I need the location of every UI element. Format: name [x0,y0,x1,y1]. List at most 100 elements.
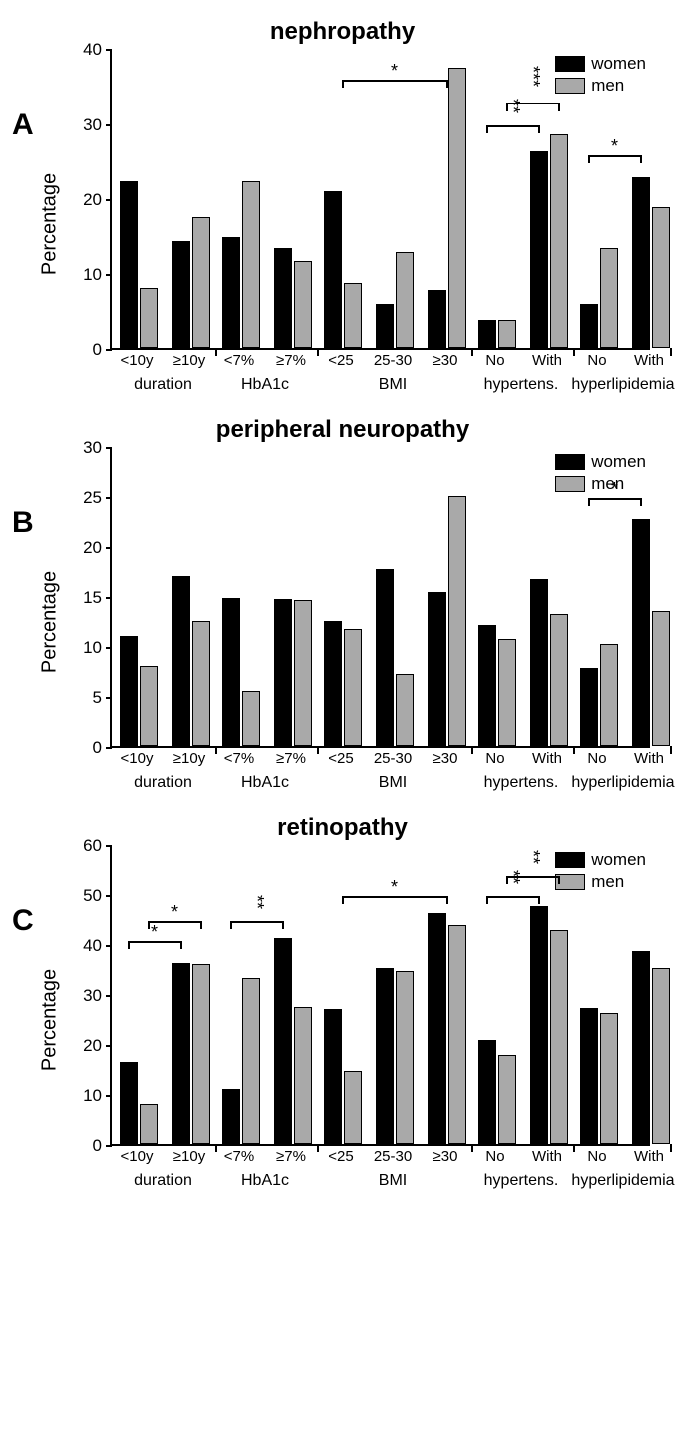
x-category-label: <25 [328,1148,353,1165]
x-category-label: <10y [121,750,154,767]
legend-row-women: women [555,54,646,74]
x-category-label: ≥10y [173,1148,205,1165]
bar-women [274,938,292,1145]
x-category-row: <10y≥10y<7%≥7%<2525-30≥30NoWithNoWith [110,1148,650,1170]
legend-label-women: women [591,452,646,472]
bar-men [192,621,210,746]
y-tick-label: 10 [72,265,102,285]
bar-women [324,621,342,746]
x-category-row: <10y≥10y<7%≥7%<2525-30≥30NoWithNoWith [110,750,650,772]
x-group-row: durationHbA1cBMIhypertens.hyperlipidemia [110,1172,650,1194]
bar-women [120,181,138,348]
bar-women [632,951,650,1145]
y-tick-label: 60 [72,836,102,856]
bar-men [550,614,568,746]
legend-swatch-men [555,476,585,492]
x-group-label: hypertens. [484,376,559,394]
y-axis-label: Percentage [39,571,62,673]
y-tick-label: 20 [72,1036,102,1056]
bar-men [192,964,210,1144]
x-category-label: <10y [121,352,154,369]
x-group-tick [670,1144,672,1152]
x-category-label: <7% [224,352,254,369]
panel-C: retinopathyCPercentage0102030405060women… [0,814,685,1194]
chart-title: nephropathy [0,18,685,46]
bar-women [478,320,496,349]
bar-women [376,968,394,1145]
x-category-label: ≥30 [433,352,458,369]
x-category-label: No [587,352,606,369]
bar-women [530,579,548,746]
legend-swatch-women [555,454,585,470]
x-category-label: No [485,352,504,369]
bar-women [580,668,598,746]
bar-women [120,1062,138,1145]
bar-men [600,1013,618,1145]
legend-row-women: women [555,452,646,472]
bar-men [600,644,618,746]
y-tick-label: 25 [72,488,102,508]
y-tick-label: 40 [72,936,102,956]
x-group-label: duration [134,774,192,792]
bar-men [294,1007,312,1145]
legend-swatch-men [555,78,585,94]
x-category-label: ≥7% [276,750,306,767]
x-category-label: 25-30 [374,352,412,369]
x-category-label: No [587,1148,606,1165]
x-group-label: HbA1c [241,376,289,394]
bar-women [376,304,394,348]
panel-label: B [12,506,34,540]
x-category-label: 25-30 [374,750,412,767]
bar-women [428,913,446,1144]
x-category-label: With [634,750,664,767]
x-category-label: ≥7% [276,1148,306,1165]
legend-label-women: women [591,850,646,870]
bar-women [530,151,548,348]
x-category-label: ≥30 [433,1148,458,1165]
plot-wrap: Percentage010203040womenmen*******<10y≥1… [110,50,650,398]
y-tick-label: 30 [72,115,102,135]
bar-women [580,1008,598,1144]
bar-men [652,968,670,1144]
y-tick-label: 20 [72,190,102,210]
bar-men [396,674,414,746]
legend-row-women: women [555,850,646,870]
x-category-label: With [532,750,562,767]
bar-men [344,1071,362,1144]
legend-row-men: men [555,474,646,494]
legend-row-men: men [555,76,646,96]
plot-area: 0102030405060womenmen********* [110,846,650,1146]
bar-men [294,261,312,348]
legend-swatch-men [555,874,585,890]
x-group-label: duration [134,1172,192,1190]
bar-women [428,290,446,348]
x-group-label: BMI [379,376,407,394]
bar-women [632,519,650,746]
y-tick-label: 30 [72,438,102,458]
legend-swatch-women [555,56,585,72]
bar-women [222,237,240,348]
x-group-label: hypertens. [484,1172,559,1190]
bar-men [242,181,260,348]
bar-women [274,248,292,348]
x-group-label: HbA1c [241,774,289,792]
y-tick-label: 30 [72,986,102,1006]
panel-B: peripheral neuropathyBPercentage05101520… [0,416,685,796]
y-tick-label: 15 [72,588,102,608]
bar-men [344,629,362,746]
bar-men [550,134,568,349]
bar-women [172,963,190,1144]
y-tick-label: 0 [72,738,102,758]
x-group-label: duration [134,376,192,394]
x-category-label: <10y [121,1148,154,1165]
bar-women [530,906,548,1145]
y-tick-label: 40 [72,40,102,60]
bar-men [652,611,670,746]
panel-label: A [12,108,34,142]
bar-men [448,68,466,349]
legend-label-women: women [591,54,646,74]
bar-women [580,304,598,348]
bar-men [140,1104,158,1144]
x-group-label: BMI [379,1172,407,1190]
y-tick-label: 10 [72,1086,102,1106]
